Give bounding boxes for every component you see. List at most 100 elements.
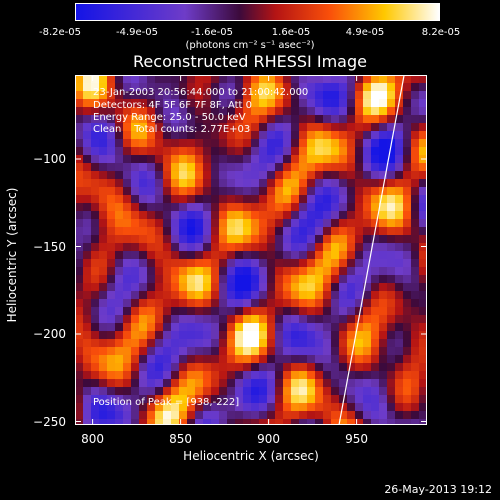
heatmap-cell — [315, 227, 324, 236]
heatmap-cell — [275, 403, 284, 412]
heatmap-cell — [267, 139, 276, 148]
heatmap-cell — [227, 171, 236, 180]
heatmap-cell — [259, 283, 268, 292]
heatmap-cell — [347, 195, 356, 204]
heatmap-cell — [131, 211, 140, 220]
heatmap-cell — [371, 83, 380, 92]
heatmap-cell — [387, 379, 396, 388]
heatmap-cell — [283, 275, 292, 284]
heatmap-cell — [283, 211, 292, 220]
heatmap-cell — [291, 75, 300, 84]
heatmap-cell — [251, 171, 260, 180]
heatmap-cell — [83, 379, 92, 388]
heatmap-cell — [363, 163, 372, 172]
heatmap-cell — [163, 379, 172, 388]
heatmap-cell — [291, 339, 300, 348]
heatmap-cell — [195, 411, 204, 420]
heatmap-cell — [91, 363, 100, 372]
heatmap-cell — [123, 147, 132, 156]
heatmap-cell — [195, 75, 204, 84]
heatmap-cell — [291, 243, 300, 252]
heatmap-cell — [339, 307, 348, 316]
heatmap-cell — [99, 155, 108, 164]
heatmap-cell — [235, 179, 244, 188]
heatmap-cell — [211, 275, 220, 284]
heatmap-cell — [251, 347, 260, 356]
heatmap-cell — [91, 219, 100, 228]
heatmap-cell — [339, 115, 348, 124]
heatmap-cell — [139, 155, 148, 164]
heatmap-cell — [331, 123, 340, 132]
heatmap-cell — [83, 195, 92, 204]
heatmap-cell — [307, 339, 316, 348]
heatmap-cell — [235, 203, 244, 212]
heatmap-cell — [379, 267, 388, 276]
heatmap-cell — [211, 299, 220, 308]
heatmap-cell — [403, 403, 412, 412]
heatmap-cell — [403, 195, 412, 204]
heatmap-cell — [195, 163, 204, 172]
heatmap-cell — [283, 227, 292, 236]
heatmap-cell — [307, 267, 316, 276]
heatmap-cell — [171, 163, 180, 172]
heatmap-cell — [83, 123, 92, 132]
heatmap-cell — [259, 155, 268, 164]
heatmap-cell — [179, 139, 188, 148]
heatmap-cell — [99, 291, 108, 300]
heatmap-cell — [339, 163, 348, 172]
heatmap-cell — [411, 91, 420, 100]
heatmap-cell — [147, 227, 156, 236]
heatmap-cell — [411, 123, 420, 132]
heatmap-cell — [411, 379, 420, 388]
heatmap-cell — [395, 123, 404, 132]
heatmap-cell — [131, 347, 140, 356]
heatmap-cell — [331, 251, 340, 260]
heatmap-cell — [307, 323, 316, 332]
heatmap-cell — [259, 331, 268, 340]
heatmap-cell — [211, 387, 220, 396]
heatmap-cell — [307, 107, 316, 116]
heatmap-cell — [307, 395, 316, 404]
heatmap-cell — [235, 211, 244, 220]
heatmap-cell — [387, 291, 396, 300]
heatmap-cell — [219, 179, 228, 188]
heatmap-cell — [155, 211, 164, 220]
heatmap-cell — [259, 139, 268, 148]
heatmap-cell — [331, 171, 340, 180]
heatmap-cell — [283, 315, 292, 324]
heatmap-cell — [187, 163, 196, 172]
heatmap-cell — [307, 235, 316, 244]
heatmap-cell — [411, 299, 420, 308]
heatmap-cell — [123, 171, 132, 180]
heatmap-cell — [315, 339, 324, 348]
heatmap-cell — [371, 347, 380, 356]
heatmap-cell — [195, 339, 204, 348]
heatmap-cell — [163, 155, 172, 164]
heatmap-cell — [307, 291, 316, 300]
heatmap-cell — [299, 275, 308, 284]
heatmap-cell — [291, 251, 300, 260]
heatmap-cell — [83, 187, 92, 196]
heatmap-cell — [371, 307, 380, 316]
heatmap-cell — [315, 251, 324, 260]
heatmap-cell — [411, 403, 420, 412]
heatmap-cell — [267, 163, 276, 172]
heatmap-cell — [275, 259, 284, 268]
heatmap-cell — [227, 299, 236, 308]
heatmap-cell — [115, 331, 124, 340]
heatmap-cell — [251, 139, 260, 148]
heatmap-cell — [251, 155, 260, 164]
heatmap-cell — [387, 99, 396, 108]
heatmap-cell — [331, 331, 340, 340]
heatmap-cell — [387, 283, 396, 292]
colorbar-tick-label: 8.2e-05 — [422, 27, 460, 38]
heatmap-cell — [395, 243, 404, 252]
heatmap-cell — [243, 339, 252, 348]
heatmap-cell — [131, 339, 140, 348]
heatmap-cell — [195, 251, 204, 260]
heatmap-cell — [227, 155, 236, 164]
heatmap-cell — [195, 259, 204, 268]
heatmap-cell — [299, 331, 308, 340]
heatmap-cell — [267, 339, 276, 348]
heatmap-cell — [259, 267, 268, 276]
